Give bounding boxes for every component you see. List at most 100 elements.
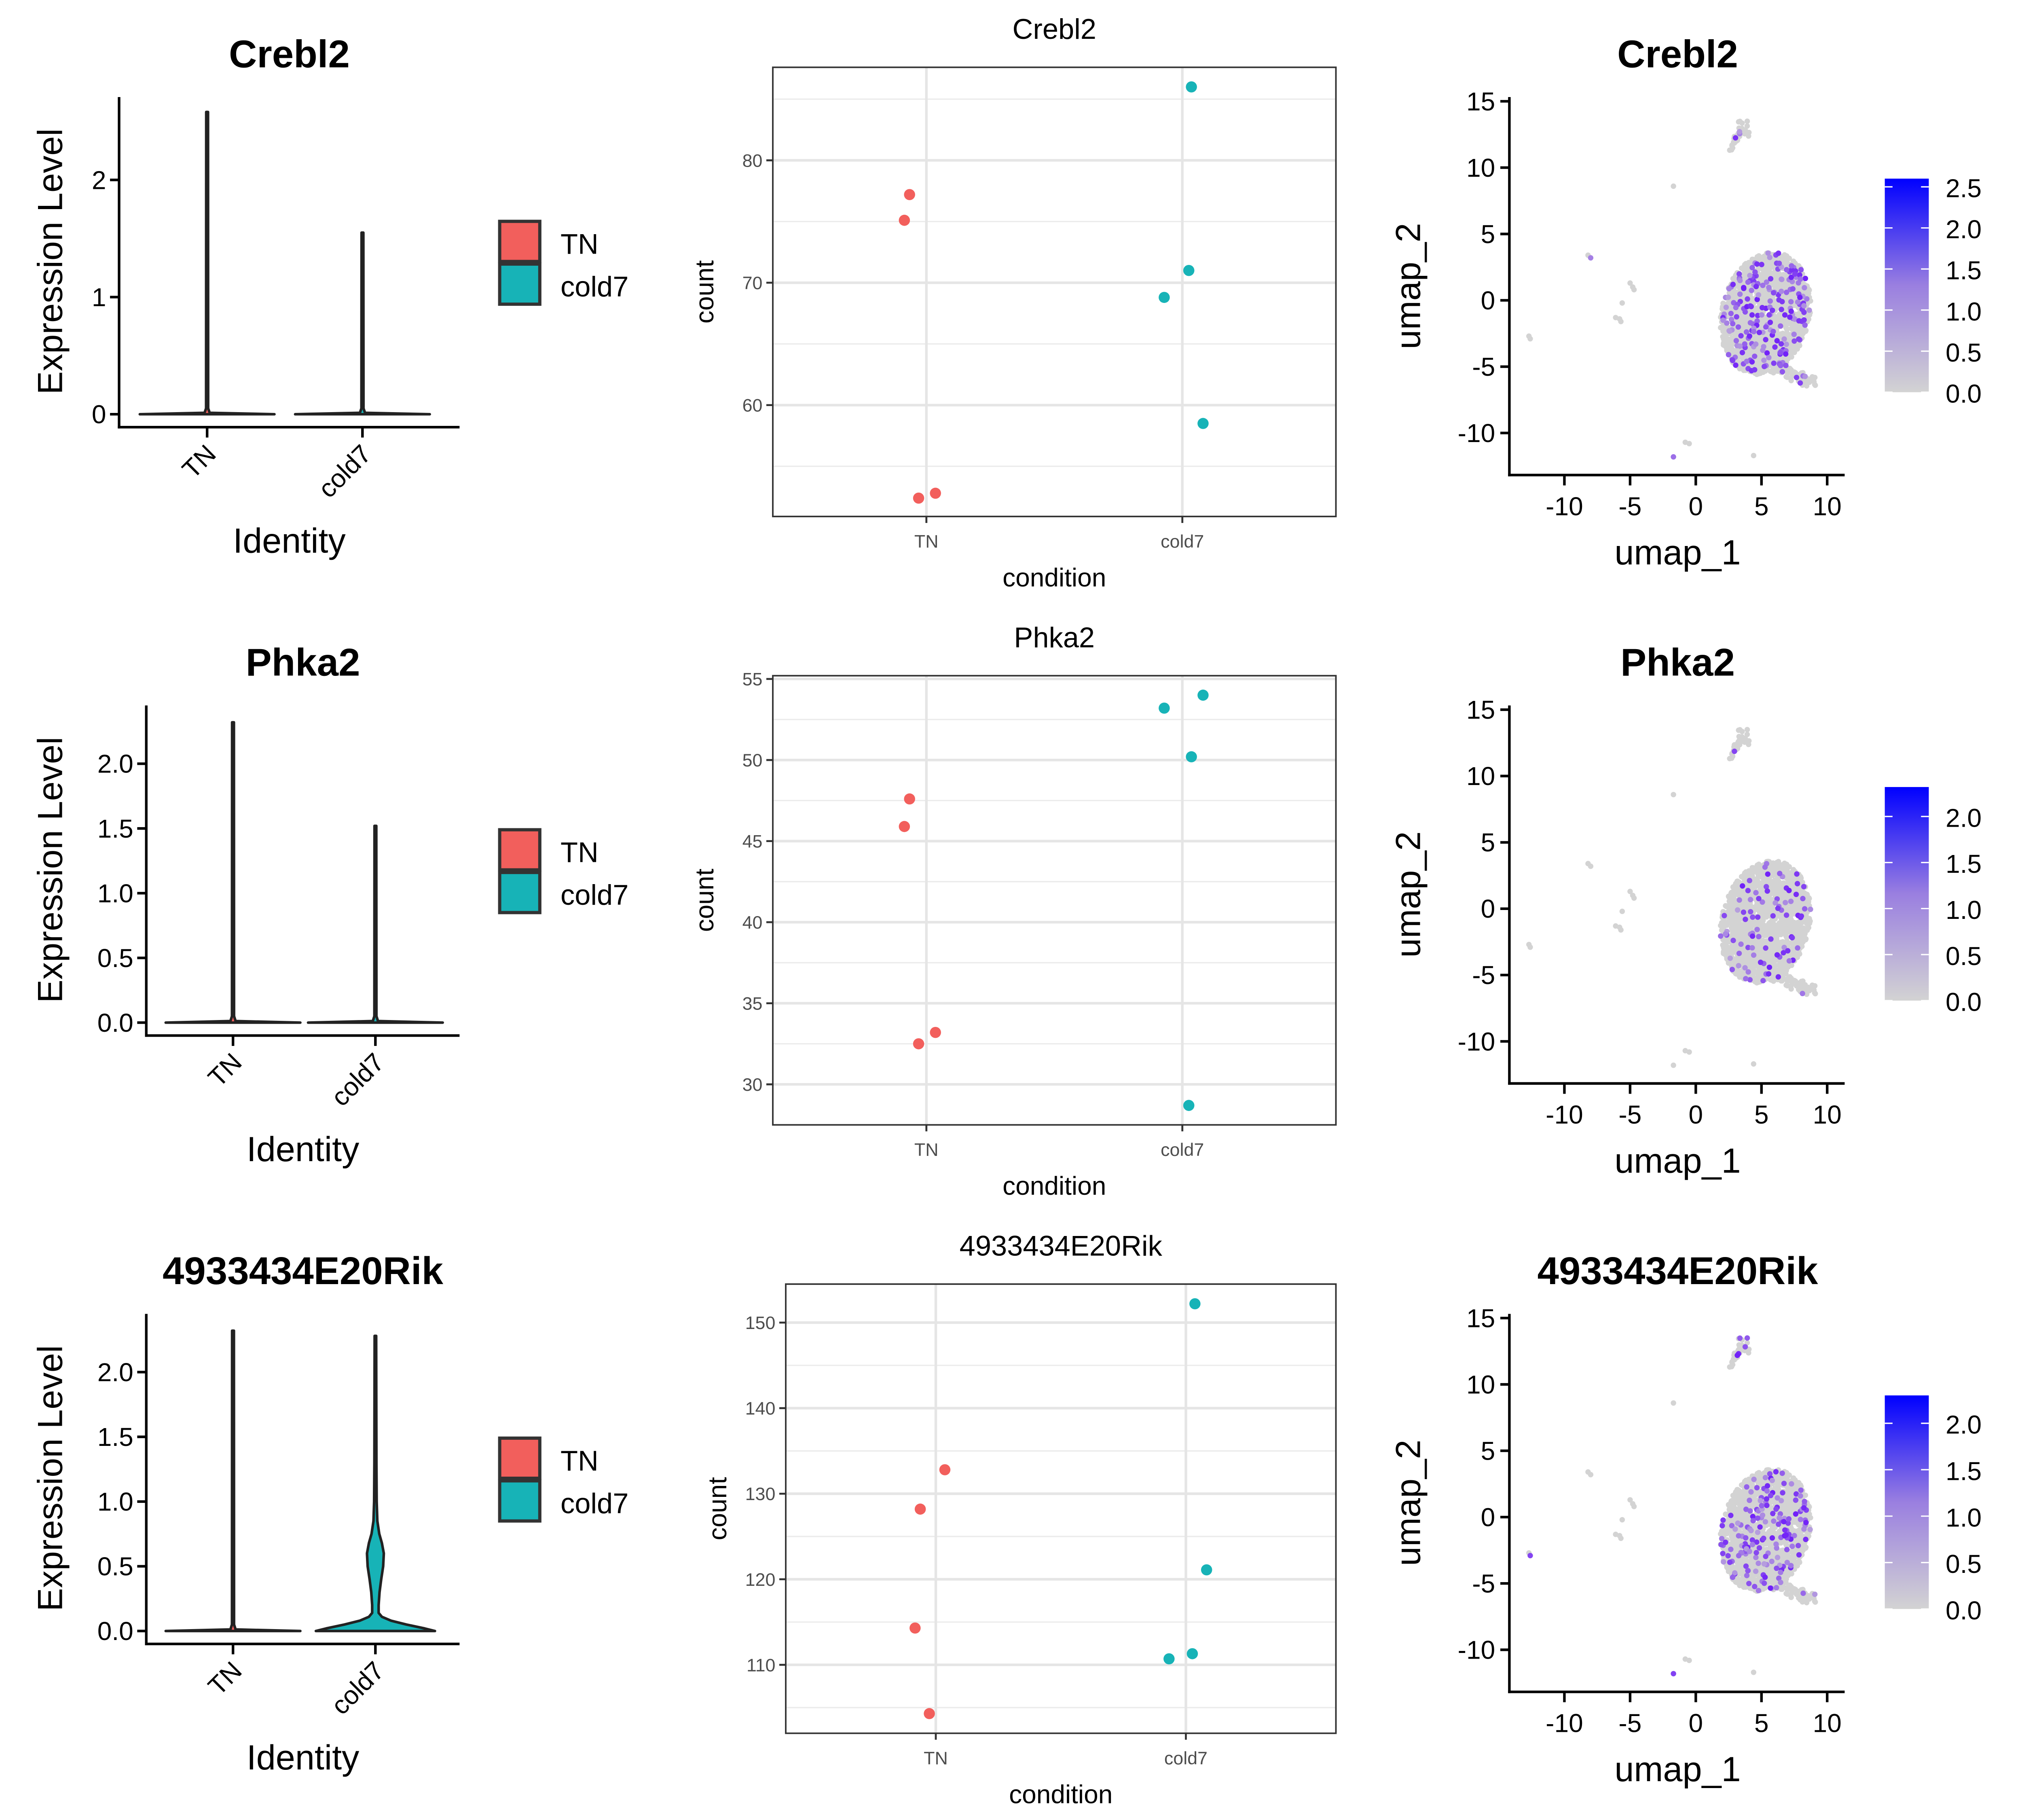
y-axis-title: Expression Level: [31, 129, 70, 395]
cell-point: [1619, 300, 1625, 306]
cell-point-expressing: [1723, 305, 1729, 310]
colorbar-tick-label: 1.5: [1946, 256, 1982, 285]
cell-point-expressing: [1752, 269, 1758, 275]
cell-point: [1768, 960, 1774, 966]
cell-point: [1735, 891, 1741, 897]
y-tick-label: 1.0: [97, 1487, 133, 1516]
cell-point: [1751, 1061, 1757, 1067]
x-axis-title: condition: [1003, 563, 1106, 592]
cell-point: [1750, 964, 1756, 970]
colorbar-tick-label: 0.5: [1946, 338, 1982, 367]
data-point-cold7: [1159, 703, 1170, 714]
cell-point-expressing: [1750, 914, 1756, 920]
cell-point: [1781, 892, 1787, 897]
cell-point: [1779, 256, 1785, 262]
cell-point-expressing: [1802, 275, 1808, 281]
cell-point: [1729, 143, 1735, 148]
data-point-TN: [904, 189, 915, 200]
y-tick-label: 5: [1481, 828, 1495, 857]
cell-point-expressing: [1798, 913, 1804, 919]
cell-point-expressing: [1779, 307, 1784, 312]
colorbar-tick-label: 0.5: [1946, 942, 1982, 971]
cell-point: [1774, 927, 1780, 933]
cell-point: [1686, 1049, 1692, 1055]
cell-point-expressing: [1772, 344, 1778, 350]
cell-point: [1784, 331, 1790, 336]
y-tick-label: 10: [1466, 762, 1495, 791]
cell-point: [1785, 375, 1790, 380]
cell-point-expressing: [1737, 291, 1743, 297]
x-tick-label: 0: [1689, 1100, 1703, 1129]
cell-point-expressing: [1766, 355, 1772, 360]
cell-point-expressing: [1742, 965, 1748, 971]
cell-point-expressing: [1782, 312, 1788, 318]
cell-point: [1751, 866, 1757, 872]
cell-point: [1720, 923, 1725, 929]
cell-point-expressing: [1755, 914, 1761, 920]
cell-point-expressing: [1786, 958, 1792, 964]
cell-point-expressing: [1778, 363, 1783, 368]
y-tick-label: 2: [92, 165, 106, 195]
cell-point: [1785, 983, 1790, 988]
cell-point: [1740, 923, 1746, 929]
cell-point: [1781, 284, 1787, 289]
cell-point: [1782, 928, 1788, 934]
cell-point-expressing: [1808, 906, 1813, 912]
cell-point: [1788, 976, 1794, 981]
cell-point: [1798, 329, 1804, 335]
cell-point-expressing: [1777, 350, 1783, 356]
cell-point-expressing: [1798, 267, 1804, 273]
umap-feature-plot-0: Crebl2-10 -5 0 5 10-10-5051015umap_1umap_20.…: [1389, 32, 1982, 572]
cell-point: [1729, 336, 1735, 343]
cell-point: [1527, 336, 1533, 342]
y-tick-label: 10: [1466, 153, 1495, 182]
cell-point-expressing: [1723, 931, 1728, 937]
cell-point-expressing: [1789, 267, 1794, 273]
x-tick-label: 0: [1689, 492, 1703, 521]
cell-point: [1755, 306, 1761, 312]
y-tick-label: 0.5: [97, 1552, 133, 1581]
x-tick-label: TN: [202, 1048, 247, 1092]
cell-point: [1759, 271, 1765, 277]
x-tick-label: 10: [1813, 1100, 1842, 1129]
y-tick-label: 0: [92, 400, 106, 429]
cell-point-expressing: [1747, 273, 1753, 278]
cell-point: [1721, 918, 1727, 925]
violin-title: Phka2: [246, 641, 360, 684]
cell-point-expressing: [1779, 288, 1784, 294]
cell-point-expressing: [1783, 362, 1789, 368]
cell-point: [1753, 337, 1759, 343]
cell-point-expressing: [1734, 314, 1739, 320]
cell-point-expressing: [1722, 913, 1727, 918]
cell-point: [1801, 929, 1806, 935]
y-axis-title: umap_2: [1389, 223, 1428, 349]
cell-point-expressing: [1774, 952, 1780, 958]
y-tick-label: 1.5: [97, 814, 133, 843]
data-point-cold7: [1187, 1648, 1198, 1659]
cell-point: [1725, 945, 1731, 951]
cell-point: [1767, 928, 1773, 934]
cell-point: [1631, 895, 1637, 901]
cell-point: [1805, 984, 1811, 990]
cell-point: [1774, 319, 1780, 325]
cell-point: [1742, 131, 1747, 137]
cell-point: [1779, 865, 1785, 870]
cell-point: [1627, 889, 1633, 894]
legend-key-TN: [498, 1436, 541, 1480]
cell-point: [1800, 986, 1806, 992]
violin-title: Crebl2: [229, 32, 350, 76]
count-plot-title: Crebl2: [1013, 13, 1096, 45]
cell-point-expressing: [1733, 362, 1739, 368]
legend-label: cold7: [560, 1487, 628, 1519]
cell-point: [1788, 917, 1794, 923]
cell-point: [1764, 895, 1770, 902]
cell-point-expressing: [1747, 897, 1753, 902]
cell-point-expressing: [1797, 294, 1803, 301]
cell-point: [1730, 929, 1736, 935]
cell-point-expressing: [1745, 296, 1750, 302]
cell-point: [1752, 975, 1758, 981]
cell-point-expressing: [1797, 380, 1803, 386]
cell-point: [1784, 939, 1790, 945]
cell-point: [1756, 266, 1761, 271]
